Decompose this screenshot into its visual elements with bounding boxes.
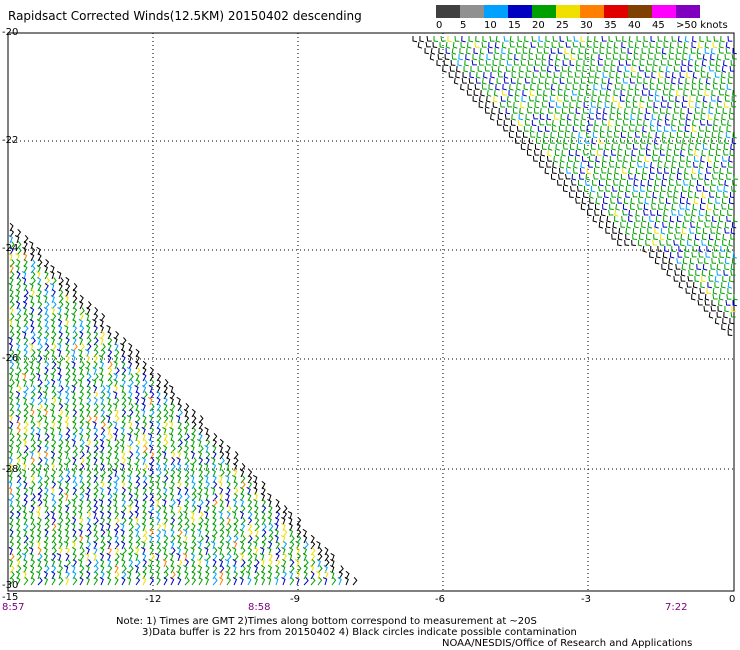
legend-label: 35	[604, 20, 617, 31]
lat-label-30s: -30	[2, 580, 19, 591]
legend-swatch	[652, 5, 676, 18]
legend-swatch	[556, 5, 580, 18]
legend-swatch	[508, 5, 532, 18]
legend-swatch	[628, 5, 652, 18]
lat-label-20s: -20	[2, 27, 19, 38]
legend-swatch	[460, 5, 484, 18]
pass-time-right: 7:22	[665, 602, 688, 613]
legend-label: 40	[628, 20, 641, 31]
lon-label-0: 0	[729, 594, 736, 605]
lon-label-9w: -9	[290, 594, 300, 605]
legend-swatch	[580, 5, 604, 18]
lat-label-28s: -28	[2, 464, 19, 475]
legend-label: 5	[460, 20, 467, 31]
lat-label-26s: -26	[2, 353, 19, 364]
pass-time-middle: 8:58	[248, 602, 271, 613]
map-frame	[7, 32, 735, 592]
legend-swatch	[484, 5, 508, 18]
legend-label: 45	[652, 20, 665, 31]
legend-swatch	[604, 5, 628, 18]
pass-time-left: 8:57	[2, 602, 25, 613]
legend-label: 25	[556, 20, 569, 31]
legend-label: 20	[532, 20, 545, 31]
lon-label-12w: -12	[145, 594, 162, 605]
legend-label: 0	[436, 20, 443, 31]
legend-labels: 0 5 10 15 20 25 30 35 40 45 >50 knots	[436, 18, 736, 32]
lat-label-24s: -24	[2, 243, 19, 254]
lat-label-22s: -22	[2, 135, 19, 146]
legend-label: 15	[508, 20, 521, 31]
legend-swatch	[532, 5, 556, 18]
wind-speed-legend: 0 5 10 15 20 25 30 35 40 45 >50 knots	[436, 5, 736, 32]
legend-label: >50 knots	[676, 20, 728, 31]
legend-swatches	[436, 5, 736, 18]
legend-swatch	[436, 5, 460, 18]
legend-label: 10	[484, 20, 497, 31]
map-title: Rapidsact Corrected Winds(12.5KM) 201504…	[8, 9, 362, 23]
note-credit: NOAA/NESDIS/Office of Research and Appli…	[442, 638, 693, 649]
lon-label-3w: -3	[581, 594, 591, 605]
lon-label-6w: -6	[435, 594, 445, 605]
note-line-2: 3)Data buffer is 22 hrs from 20150402 4)…	[142, 627, 577, 638]
note-line-1: Note: 1) Times are GMT 2)Times along bot…	[116, 616, 537, 627]
lon-label-15w: -15	[2, 592, 19, 603]
legend-swatch	[676, 5, 700, 18]
wind-barbs	[7, 35, 739, 586]
legend-label: 30	[580, 20, 593, 31]
